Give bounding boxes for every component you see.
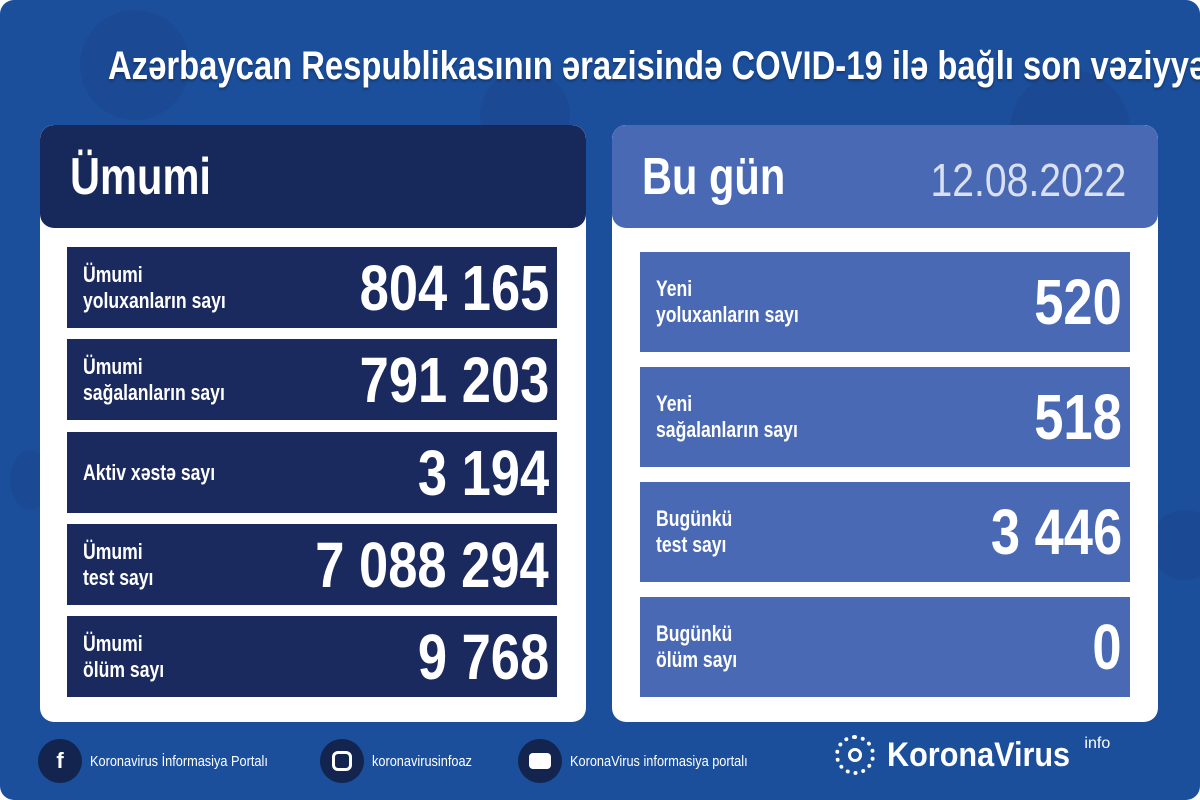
stat-row: Yeni sağalanların sayı 518 (640, 367, 1130, 467)
virus-decoration-icon (1150, 510, 1200, 580)
today-panel: Bu gün 12.08.2022 Yeni yoluxanların sayı… (612, 125, 1158, 722)
stat-row: Ümumi yoluxanların sayı 804 165 (67, 247, 557, 328)
stat-value: 7 088 294 (315, 528, 549, 601)
page-title: Azərbaycan Respublikasının ərazisində CO… (108, 44, 1200, 88)
today-header: Bu gün 12.08.2022 (612, 125, 1158, 228)
stat-value: 520 (1034, 266, 1122, 338)
today-date: 12.08.2022 (930, 154, 1126, 206)
stat-label: Ümumi yoluxanların sayı (83, 261, 226, 313)
stat-row: Ümumi test sayı 7 088 294 (67, 524, 557, 605)
instagram-icon (320, 739, 364, 783)
stat-row: Ümumi ölüm sayı 9 768 (67, 616, 557, 697)
brand-name: KoronaVirus (887, 735, 1071, 774)
today-header-label: Bu gün (642, 148, 786, 206)
instagram-label: koronavirusinfoaz (372, 752, 472, 770)
facebook-label: Koronavirus İnformasiya Portalı (90, 752, 268, 770)
stat-label: Ümumi ölüm sayı (83, 630, 165, 682)
stat-label: Ümumi sağalanların sayı (83, 353, 225, 405)
youtube-icon (518, 739, 562, 783)
koronavirus-logo: KoronaVirus info (835, 735, 1110, 775)
stat-value: 518 (1034, 381, 1122, 453)
total-header-label: Ümumi (70, 148, 211, 206)
stat-label: Bugünkü ölüm sayı (656, 621, 738, 672)
stat-label: Ümumi test sayı (83, 538, 154, 590)
total-header: Ümumi (40, 125, 586, 228)
stat-value: 0 (1092, 611, 1122, 683)
stat-label: Aktiv xəstə sayı (83, 459, 216, 485)
stat-value: 791 203 (359, 343, 549, 416)
total-panel: Ümumi Ümumi yoluxanların sayı 804 165 Ümu… (40, 125, 586, 722)
brand-suffix: info (1084, 735, 1111, 752)
virus-decoration-icon (80, 10, 190, 120)
stat-row: Bugünkü ölüm sayı 0 (640, 597, 1130, 697)
stat-row: Bugünkü test sayı 3 446 (640, 482, 1130, 582)
facebook-link[interactable]: f Koronavirus İnformasiya Portalı (38, 738, 299, 784)
stat-value: 3 446 (990, 496, 1122, 568)
stat-row: Aktiv xəstə sayı 3 194 (67, 432, 557, 513)
stat-value: 9 768 (417, 620, 549, 693)
facebook-icon: f (38, 739, 82, 783)
stat-row: Yeni yoluxanların sayı 520 (640, 252, 1130, 352)
stat-label: Yeni yoluxanların sayı (656, 276, 799, 327)
youtube-label: KoronaVirus informasiya portalı (570, 752, 748, 770)
stat-value: 3 194 (417, 436, 549, 509)
stat-row: Ümumi sağalanların sayı 791 203 (67, 339, 557, 420)
stat-label: Bugünkü test sayı (656, 506, 733, 557)
stat-value: 804 165 (359, 251, 549, 324)
youtube-link[interactable]: KoronaVirus informasiya portalı (518, 738, 779, 784)
sun-logo-icon (835, 735, 875, 775)
stat-label: Yeni sağalanların sayı (656, 391, 798, 442)
instagram-link[interactable]: koronavirusinfoaz (320, 738, 490, 784)
